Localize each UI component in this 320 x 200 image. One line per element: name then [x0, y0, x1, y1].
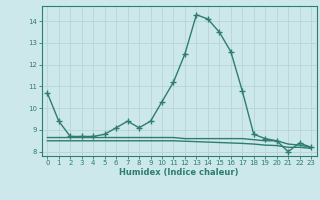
- X-axis label: Humidex (Indice chaleur): Humidex (Indice chaleur): [119, 168, 239, 177]
